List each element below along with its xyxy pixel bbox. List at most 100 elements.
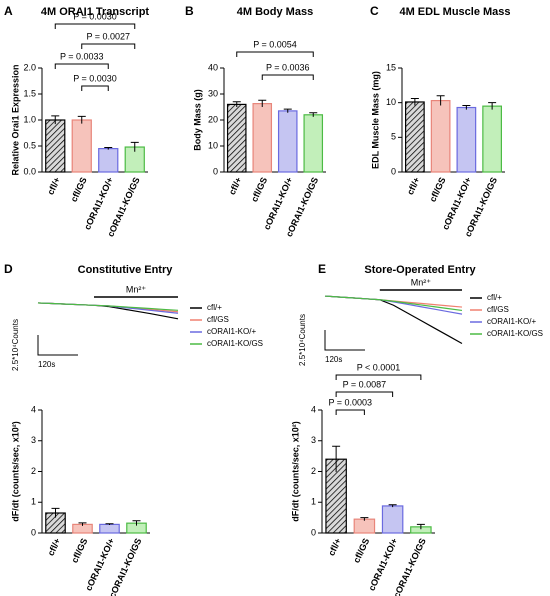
trace: [324, 295, 463, 344]
error-bar: [416, 523, 425, 530]
p-value: P = 0.0087: [343, 379, 387, 389]
error-bar: [332, 445, 341, 473]
y-tick-label: 0: [391, 166, 396, 176]
y-axis-label: dF/dt (counts/sec, x10²): [10, 421, 20, 522]
y-tick-label: 1.0: [23, 114, 36, 124]
trace: [324, 295, 463, 312]
bar: [381, 505, 404, 534]
y-tick-label: 1: [311, 497, 316, 507]
error-bar: [436, 95, 445, 106]
significance-bracket: [81, 85, 109, 91]
scale-y-label: 2.5*10⁴Counts: [11, 319, 20, 371]
error-bar: [258, 99, 267, 107]
x-tick-label: cfl/GS: [69, 176, 89, 204]
x-tick-label: cfl/+: [326, 537, 343, 558]
x-tick-label: cfl/GS: [69, 537, 89, 565]
trace: [37, 302, 179, 314]
x-tick-label: cfl/+: [405, 176, 422, 197]
scale-y-label: 2.5*10⁴Counts: [298, 314, 307, 366]
legend-label: cfl/GS: [487, 305, 509, 314]
error-bar: [105, 523, 114, 526]
y-tick-label: 20: [208, 114, 218, 124]
p-value: P = 0.0027: [86, 31, 130, 41]
x-tick-label: cfl/+: [45, 176, 62, 197]
error-bar: [232, 101, 241, 107]
scale-x-label: 120s: [325, 355, 342, 364]
panel-title: 4M ORAI1 Transcript: [41, 6, 150, 18]
panel-title: 4M EDL Muscle Mass: [399, 6, 510, 18]
panel-letter: C: [370, 4, 379, 18]
scale-x-label: 120s: [38, 360, 55, 369]
y-tick-label: 30: [208, 88, 218, 98]
significance-bracket: [335, 391, 394, 397]
y-tick-label: 1.5: [23, 88, 36, 98]
error-bar: [78, 522, 87, 526]
bar: [226, 103, 247, 173]
bar: [99, 523, 120, 534]
y-axis-label: Relative Orai1 Expression: [10, 64, 20, 175]
p-value: P = 0.0030: [73, 73, 117, 83]
stimulus-label: Mn²⁺: [126, 284, 146, 294]
y-tick-label: 0: [213, 166, 218, 176]
bar: [277, 110, 298, 173]
panel-letter: B: [185, 4, 194, 18]
panel-letter: A: [4, 4, 13, 18]
panel-letter: D: [4, 262, 13, 276]
p-value: P < 0.0001: [357, 362, 401, 372]
y-tick-label: 3: [31, 435, 36, 445]
x-tick-label: cfl/GS: [428, 176, 448, 204]
error-bar: [51, 115, 60, 125]
y-tick-label: 5: [391, 132, 396, 142]
y-tick-label: 40: [208, 62, 218, 72]
error-bar: [410, 98, 419, 106]
scale-bar: [37, 335, 78, 356]
error-bar: [360, 517, 369, 521]
y-tick-label: 15: [386, 62, 396, 72]
x-tick-label: cfl/GS: [249, 176, 269, 204]
y-tick-label: 0.5: [23, 140, 36, 150]
y-tick-label: 10: [208, 140, 218, 150]
bar: [353, 518, 376, 534]
x-tick-label: cfl/+: [227, 176, 244, 197]
error-bar: [488, 102, 497, 110]
error-bar: [309, 112, 318, 117]
error-bar: [283, 108, 292, 113]
x-tick-label: cfl/+: [46, 537, 63, 558]
legend-label: cORAI1-KO/+: [487, 317, 536, 326]
significance-bracket: [81, 43, 136, 49]
significance-bracket: [335, 409, 365, 415]
bar: [456, 106, 477, 173]
y-axis-label: EDL Muscle Mass (mg): [370, 71, 380, 169]
p-value: P = 0.0030: [73, 11, 117, 21]
p-value: P = 0.0036: [266, 62, 310, 72]
error-bar: [132, 520, 141, 526]
p-value: P = 0.0033: [60, 51, 104, 61]
error-bar: [388, 504, 397, 508]
bar: [45, 119, 66, 173]
trace: [37, 302, 179, 311]
y-tick-label: 2: [31, 466, 36, 476]
x-tick-label: cfl/GS: [351, 537, 371, 565]
scale-bar: [324, 330, 365, 351]
bar: [71, 119, 92, 173]
y-tick-label: 0.0: [23, 166, 36, 176]
panel-title: Store-Operated Entry: [364, 264, 476, 276]
y-tick-label: 2: [311, 466, 316, 476]
panel-letter: E: [318, 262, 326, 276]
y-axis-label: dF/dt (counts/sec, x10²): [290, 421, 300, 522]
bar: [405, 101, 425, 173]
y-tick-label: 0: [311, 527, 316, 537]
panel-title: 4M Body Mass: [237, 6, 313, 18]
y-tick-label: 4: [31, 404, 36, 414]
y-tick-label: 2.0: [23, 62, 36, 72]
bar: [98, 148, 119, 173]
y-tick-label: 1: [31, 497, 36, 507]
error-bar: [130, 141, 139, 152]
bar: [252, 103, 273, 173]
p-value: P = 0.0054: [253, 39, 297, 49]
legend-label: cfl/+: [207, 303, 222, 312]
panel-title: Constitutive Entry: [78, 264, 174, 276]
stimulus-label: Mn²⁺: [411, 277, 431, 287]
y-tick-label: 4: [311, 404, 316, 414]
error-bar: [51, 507, 60, 518]
